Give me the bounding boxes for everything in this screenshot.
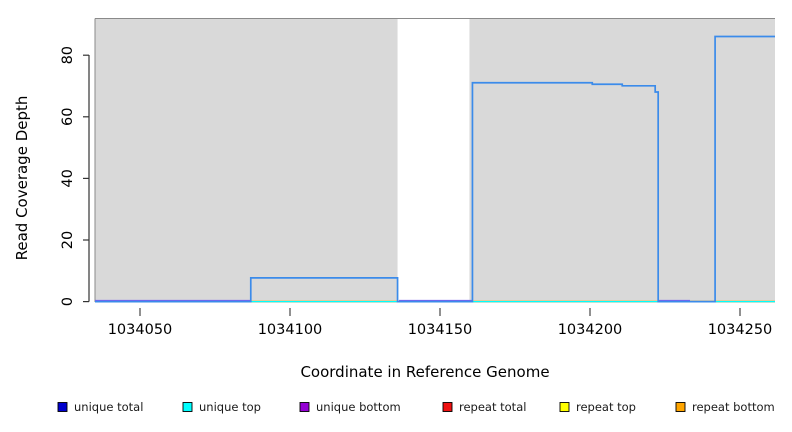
legend-label-unique-bottom: unique bottom bbox=[316, 400, 401, 414]
legend-swatch-repeat-total bbox=[442, 402, 453, 412]
y-tick-label-20: 20 bbox=[60, 231, 76, 249]
x-tick-label-1034050: 1034050 bbox=[108, 322, 173, 338]
y-tick-label-60: 60 bbox=[60, 108, 76, 126]
legend-swatch-repeat-bottom bbox=[675, 402, 686, 412]
legend: unique total unique top unique bottom repea… bbox=[57, 400, 775, 414]
y-axis-title: Read Coverage Depth bbox=[13, 96, 31, 261]
x-tick-label-1034200: 1034200 bbox=[558, 322, 623, 338]
y-tick-label-80: 80 bbox=[60, 46, 76, 64]
legend-swatch-repeat-top bbox=[559, 402, 570, 412]
legend-swatch-unique-top bbox=[182, 402, 193, 412]
y-tick-label-0: 0 bbox=[60, 297, 76, 306]
legend-label-repeat-total: repeat total bbox=[459, 400, 526, 414]
y-tick-label-40: 40 bbox=[60, 169, 76, 187]
x-tick-label-1034250: 1034250 bbox=[708, 322, 773, 338]
y-tick-labels: 0 20 40 60 80 bbox=[60, 46, 76, 306]
legend-label-unique-total: unique total bbox=[74, 400, 143, 414]
legend-label-unique-top: unique top bbox=[199, 400, 261, 414]
legend-swatch-unique-bottom bbox=[299, 402, 310, 412]
series-unique-total-line bbox=[95, 35, 775, 303]
x-tick-label-1034100: 1034100 bbox=[258, 322, 323, 338]
shaded-region-right bbox=[469, 18, 775, 302]
x-axis-title: Coordinate in Reference Genome bbox=[300, 363, 549, 381]
legend-label-repeat-top: repeat top bbox=[576, 400, 636, 414]
shaded-regions bbox=[94, 18, 775, 302]
x-tick-label-1034150: 1034150 bbox=[408, 322, 473, 338]
axis-lines bbox=[83, 54, 741, 316]
x-tick-labels: 1034050 1034100 1034150 1034200 1034250 bbox=[108, 322, 773, 338]
legend-swatch-unique-total bbox=[57, 402, 68, 412]
shaded-region-left bbox=[95, 18, 398, 302]
legend-label-repeat-bottom: repeat bottom bbox=[692, 400, 775, 414]
